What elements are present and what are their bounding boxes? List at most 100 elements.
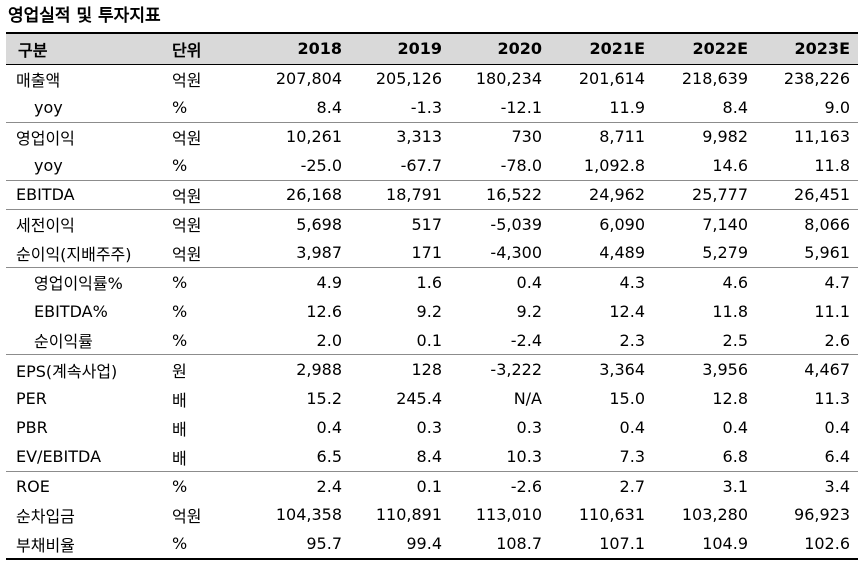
value-cell: -2.6 — [450, 470, 550, 501]
value-cell: 2.6 — [824, 330, 850, 350]
value-cell: 4.9 — [250, 267, 350, 297]
value-cell: 0.4 — [619, 418, 645, 438]
value-cell: 1.6 — [350, 267, 450, 297]
value-cell: 6.4 — [824, 447, 850, 467]
row-unit: % — [172, 156, 188, 176]
row-label: EBITDA% — [34, 301, 108, 321]
row-unit: 억원 — [168, 179, 250, 210]
value-cell: 96,923 — [794, 505, 850, 525]
row-unit: 억원 — [168, 121, 250, 152]
value-cell: 11.1 — [814, 301, 850, 321]
row-label: EBITDA — [6, 179, 168, 210]
row-unit: % — [168, 470, 250, 501]
row-label: 영업이익 — [6, 121, 168, 152]
value-cell: 7,140 — [653, 208, 756, 239]
value-cell: 103,280 — [681, 505, 748, 525]
value-cell: 3,364 — [550, 354, 653, 385]
value-cell: 9.2 — [416, 301, 442, 321]
value-cell: 4,489 — [599, 243, 645, 263]
table-row: 순이익률% 2.0 0.1 -2.4 2.3 2.5 2.6 — [6, 326, 858, 355]
row-label: 매출액 — [16, 70, 61, 90]
value-cell: 3.1 — [653, 470, 756, 501]
value-cell: 0.3 — [516, 418, 542, 438]
value-cell: 113,010 — [475, 505, 542, 525]
value-cell: 218,639 — [681, 69, 748, 89]
value-cell: 3,987 — [296, 243, 342, 263]
value-cell: 18,791 — [350, 179, 450, 210]
value-cell: 517 — [350, 208, 450, 239]
header-year: 2018 — [250, 32, 350, 65]
row-unit: 억원 — [168, 208, 250, 239]
table-row: PBR 배 0.4 0.3 0.3 0.4 0.4 0.4 — [6, 413, 858, 442]
value-cell: -3,222 — [450, 354, 550, 385]
header-year: 2023E — [756, 32, 858, 65]
value-cell: 10.3 — [506, 447, 542, 467]
value-cell: 6.5 — [316, 447, 342, 467]
value-cell: 14.6 — [712, 156, 748, 176]
table-row: 부채비율% 95.7 99.4 108.7 107.1 104.9 102.6 — [6, 529, 858, 560]
value-cell: 3,956 — [653, 354, 756, 385]
value-cell: 3.4 — [756, 470, 858, 501]
table-row: yoy% 8.4 -1.3 -12.1 11.9 8.4 9.0 — [6, 93, 858, 122]
header-year: 2022E — [653, 32, 756, 65]
value-cell: 171 — [411, 243, 442, 263]
value-cell: 7.3 — [619, 447, 645, 467]
header-year: 2020 — [450, 32, 550, 65]
value-cell: 8.4 — [416, 447, 442, 467]
value-cell: -5,039 — [450, 208, 550, 239]
value-cell: 205,126 — [375, 69, 442, 89]
value-cell: 95.7 — [250, 529, 350, 560]
row-unit: % — [172, 97, 188, 117]
row-label: yoy — [34, 97, 63, 117]
value-cell: 5,698 — [250, 208, 350, 239]
row-label: PER — [16, 389, 47, 409]
header-item: 구분 — [6, 32, 168, 65]
value-cell: 12.4 — [609, 301, 645, 321]
header-unit: 단위 — [168, 32, 250, 65]
value-cell: 2.0 — [316, 330, 342, 350]
value-cell: 0.4 — [316, 418, 342, 438]
value-cell: -4,300 — [490, 243, 542, 263]
row-unit: % — [168, 529, 250, 560]
row-unit: % — [172, 330, 188, 350]
value-cell: 9,982 — [653, 121, 756, 152]
table-row: EBITDA 억원 26,168 18,791 16,522 24,962 25,777 26… — [6, 179, 858, 210]
row-label: 순이익률 — [34, 332, 93, 352]
table-row: ROE% 2.4 0.1 -2.6 2.7 3.1 3.4 — [6, 470, 858, 501]
value-cell: 6.8 — [722, 447, 748, 467]
value-cell: 110,631 — [578, 505, 645, 525]
table-row: 매출액 억원 207,804 205,126 180,234 201,614 218,639… — [6, 64, 858, 93]
table-row: EBITDA%% 12.6 9.2 9.2 12.4 11.8 11.1 — [6, 297, 858, 326]
value-cell: -25.0 — [300, 156, 342, 176]
value-cell: 207,804 — [275, 69, 342, 89]
header-year: 2021E — [550, 32, 653, 65]
value-cell: 108.7 — [450, 529, 550, 560]
value-cell: 8,711 — [550, 121, 653, 152]
value-cell: 24,962 — [550, 179, 653, 210]
value-cell: N/A — [513, 389, 542, 409]
value-cell: 0.3 — [416, 418, 442, 438]
table-row: yoy% -25.0 -67.7 -78.0 1,092.8 14.6 11.8 — [6, 151, 858, 180]
row-label: yoy — [34, 156, 63, 176]
value-cell: 110,891 — [375, 505, 442, 525]
value-cell: 11.8 — [814, 156, 850, 176]
value-cell: -12.1 — [500, 97, 542, 117]
value-cell: 102.6 — [756, 529, 858, 560]
value-cell: 9.0 — [824, 97, 850, 117]
value-cell: 180,234 — [475, 69, 542, 89]
value-cell: 2.5 — [722, 330, 748, 350]
value-cell: 4.3 — [550, 267, 653, 297]
value-cell: -67.7 — [400, 156, 442, 176]
value-cell: 11,163 — [756, 121, 858, 152]
value-cell: 5,279 — [702, 243, 748, 263]
value-cell: 0.4 — [824, 418, 850, 438]
table-row: 세전이익 억원 5,698 517 -5,039 6,090 7,140 8,066 — [6, 208, 858, 239]
value-cell: 15.0 — [609, 389, 645, 409]
row-unit: 배 — [172, 448, 187, 468]
row-unit: 억원 — [172, 244, 202, 264]
value-cell: 245.4 — [396, 389, 442, 409]
value-cell: 9.2 — [516, 301, 542, 321]
row-unit: 억원 — [172, 506, 202, 526]
value-cell: 8.4 — [722, 97, 748, 117]
value-cell: 4.6 — [653, 267, 756, 297]
